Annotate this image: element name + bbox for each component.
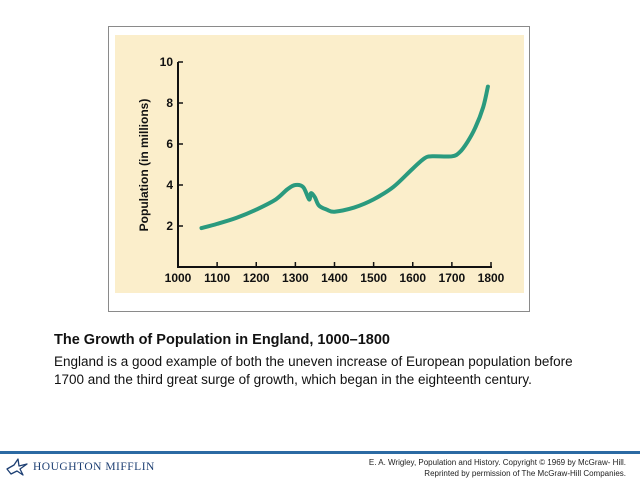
figure-caption: The Growth of Population in England, 100…: [54, 331, 574, 389]
y-tick-label-2: 2: [166, 219, 173, 233]
series: [199, 84, 490, 231]
axes: [177, 62, 492, 268]
source-credit: E. A. Wrigley, Population and History. C…: [369, 457, 626, 479]
publisher-logo: HOUGHTON MIFFLIN: [6, 458, 155, 476]
publisher-name: HOUGHTON MIFFLIN: [33, 461, 155, 473]
caption-body: England is a good example of both the un…: [54, 354, 573, 387]
y-tick-label-10: 10: [160, 55, 174, 69]
chart-panel: [115, 35, 524, 293]
x-tick-label-1400: 1400: [321, 271, 348, 285]
tick-marks: [177, 61, 492, 267]
x-tick-label-1000: 1000: [165, 271, 192, 285]
y-axis-label: Population (in millions): [137, 99, 151, 232]
y-tick-label-6: 6: [166, 137, 173, 151]
footer-rule: [0, 451, 640, 454]
x-tick-label-1600: 1600: [399, 271, 426, 285]
x-tick-label-1300: 1300: [282, 271, 309, 285]
tick-labels: 1000 1100 1200 1300 1400 1500 1600 1700 1800 2 4 6 8…: [160, 55, 505, 285]
x-tick-label-1800: 1800: [478, 271, 505, 285]
credit-line-2: Reprinted by permission of The McGraw-Hi…: [424, 469, 626, 478]
x-tick-label-1200: 1200: [243, 271, 270, 285]
y-tick-label-4: 4: [166, 178, 173, 192]
x-tick-label-1500: 1500: [360, 271, 387, 285]
y-tick-label-8: 8: [166, 96, 173, 110]
caption-title: The Growth of Population in England, 100…: [54, 332, 390, 348]
series-line-0: [199, 84, 490, 231]
credit-line-1: E. A. Wrigley, Population and History. C…: [368, 458, 626, 467]
bird-icon: [6, 458, 28, 476]
x-tick-label-1700: 1700: [439, 271, 466, 285]
x-tick-label-1100: 1100: [204, 271, 230, 285]
